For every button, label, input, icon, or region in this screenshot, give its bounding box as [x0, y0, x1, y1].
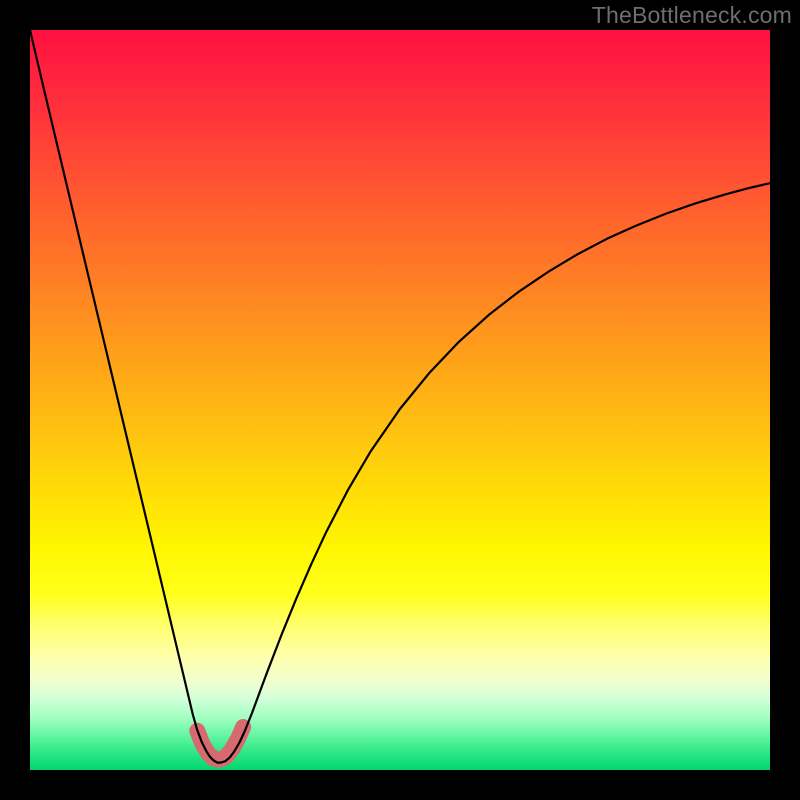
watermark-text: TheBottleneck.com [592, 2, 792, 29]
plot-svg [30, 30, 770, 770]
gradient-background [30, 30, 770, 770]
chart-container: TheBottleneck.com [0, 0, 800, 800]
plot-area [30, 30, 770, 770]
